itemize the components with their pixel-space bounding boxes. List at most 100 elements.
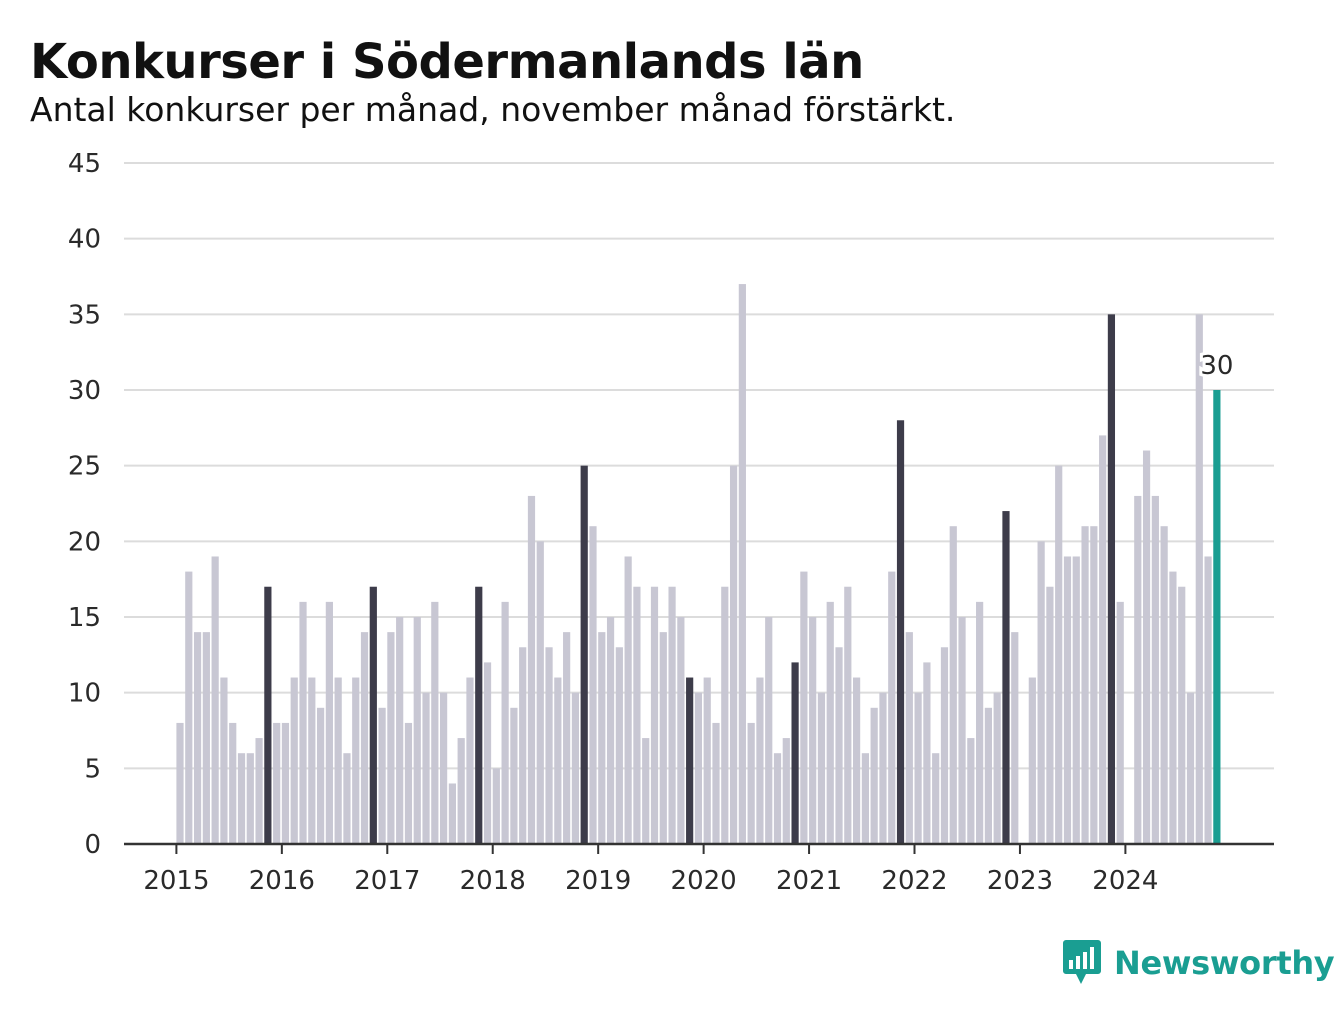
bar: [879, 692, 887, 844]
bar: [677, 617, 685, 844]
bar: [826, 601, 834, 844]
bar: [440, 692, 448, 844]
bar: [1072, 556, 1080, 844]
bar: [958, 617, 966, 844]
bar: [1081, 526, 1089, 844]
bar: [659, 632, 667, 844]
bar: [1046, 586, 1054, 844]
bar: [492, 768, 500, 844]
bar: [1186, 692, 1195, 844]
bar: [1028, 677, 1036, 844]
y-tick-label: 40: [68, 225, 101, 255]
bar: [729, 465, 738, 844]
bar: [949, 526, 957, 844]
bar: [246, 753, 254, 844]
bar: [404, 722, 413, 844]
bar: [624, 556, 632, 844]
bar: [993, 692, 1001, 844]
bar: [703, 677, 711, 844]
x-tick-label: 2022: [881, 866, 947, 896]
bar: [352, 677, 360, 844]
bar: [712, 722, 720, 844]
bar: [396, 617, 404, 844]
bar: [1107, 314, 1116, 845]
y-tick-label: 20: [68, 527, 101, 557]
bar: [756, 677, 764, 844]
bar: [1195, 314, 1203, 845]
bar: [325, 601, 333, 844]
bar: [466, 677, 474, 844]
x-tick-label: 2020: [671, 866, 737, 896]
bar: [308, 677, 316, 844]
brand-name: Newsworthy: [1114, 944, 1335, 982]
bar: [176, 722, 184, 844]
bar: [536, 541, 544, 844]
x-axis-ticks: 2015 2016 2017 2018 2019 2020 2021 2022 2023 2024: [143, 844, 1158, 896]
newsworthy-bar-icon: [1063, 940, 1101, 984]
bar: [554, 677, 562, 844]
bar: [563, 632, 571, 844]
bar: [932, 753, 940, 844]
y-tick-label: 5: [84, 754, 101, 784]
bar: [211, 556, 219, 844]
bar: [633, 586, 641, 844]
bar: [281, 722, 290, 844]
bar: [738, 284, 746, 844]
bar: [809, 617, 817, 844]
bar: [1099, 435, 1107, 844]
bar: [457, 738, 465, 844]
x-tick-label: 2023: [987, 866, 1053, 896]
y-tick-label: 35: [68, 300, 101, 330]
chart-subtitle: Antal konkurser per månad, november måna…: [30, 90, 956, 129]
bar: [844, 586, 852, 844]
bar: [483, 662, 492, 844]
bar: [1204, 556, 1212, 844]
x-tick-label: 2017: [354, 866, 420, 896]
bar: [914, 692, 922, 844]
bar: [888, 571, 896, 844]
y-tick-label: 25: [68, 452, 101, 482]
bar: [1160, 526, 1168, 844]
bar: [519, 647, 527, 844]
bar: [343, 753, 351, 844]
x-tick-label: 2015: [143, 866, 209, 896]
bar: [527, 495, 536, 844]
bar: [800, 571, 808, 844]
bar: [650, 586, 659, 844]
bar: [448, 783, 456, 844]
bar: [835, 647, 843, 844]
bar: [413, 617, 421, 844]
bar: [299, 601, 307, 844]
x-tick-label: 2019: [565, 866, 631, 896]
bar: [773, 753, 782, 844]
bar: [475, 586, 483, 844]
bar: [870, 707, 878, 844]
bar: [721, 586, 729, 844]
bar: [273, 722, 281, 844]
last-bar-value-label: 30: [1200, 351, 1233, 381]
y-tick-label: 30: [68, 376, 101, 406]
bar: [334, 677, 342, 844]
bar: [817, 692, 826, 844]
y-tick-label: 0: [84, 830, 101, 860]
y-axis-ticks: 0 5 10 15 20 25 30 35 40 45: [68, 149, 101, 860]
bars: [124, 284, 1274, 846]
bar: [422, 692, 430, 844]
bar: [202, 632, 210, 844]
bar: [606, 617, 615, 844]
chart-title: Konkurser i Södermanlands län: [30, 34, 864, 90]
bar: [1151, 495, 1159, 844]
bar: [940, 647, 949, 844]
bar: [501, 601, 509, 844]
x-tick-label: 2024: [1092, 866, 1158, 896]
bar: [369, 586, 377, 844]
bar: [264, 586, 272, 844]
bar: [431, 601, 439, 844]
bar: [923, 662, 931, 844]
bar: [580, 465, 588, 844]
bar: [686, 677, 694, 844]
bar: [615, 647, 623, 844]
bar: [967, 738, 975, 844]
bar: [861, 753, 869, 844]
bar: [220, 677, 228, 844]
